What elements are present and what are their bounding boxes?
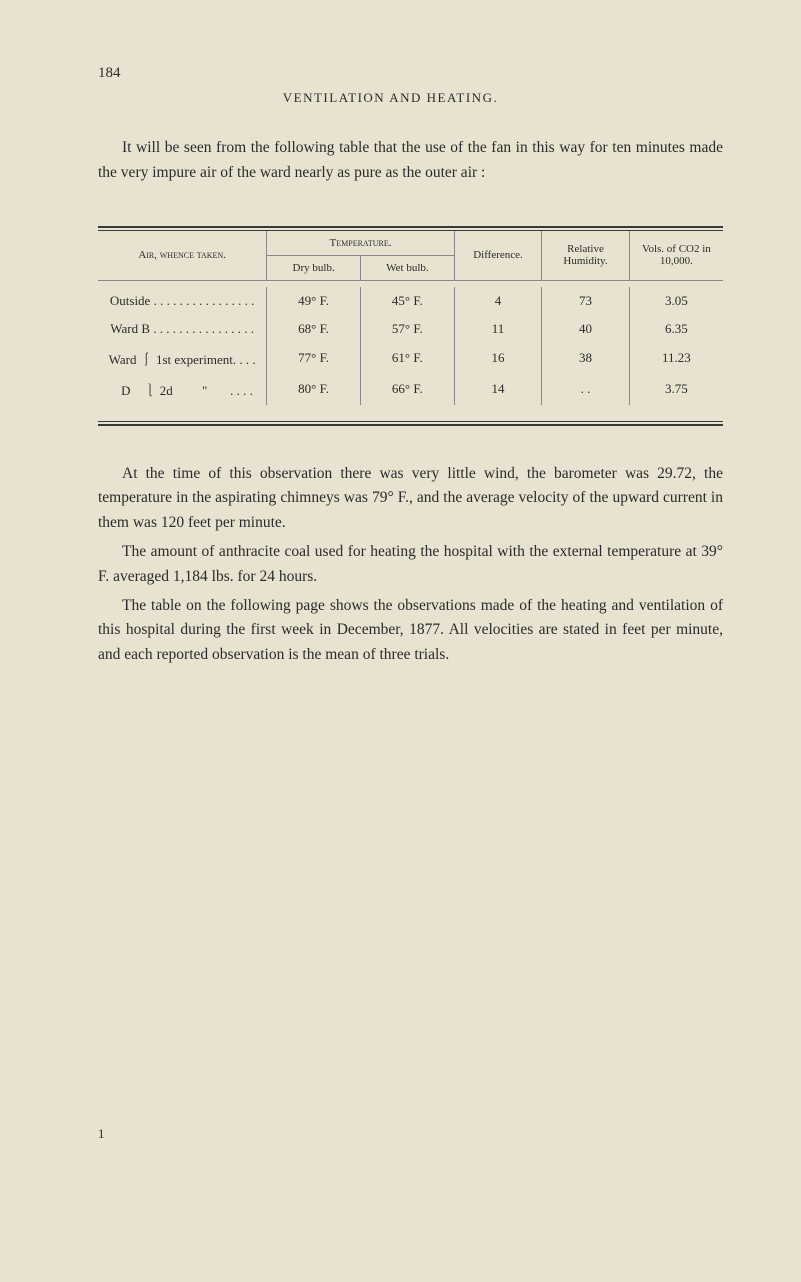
cell-co2: 11.23: [629, 343, 723, 374]
cell-diff: 14: [454, 374, 542, 405]
cell-diff: 16: [454, 343, 542, 374]
cell-dry: 49° F.: [267, 287, 361, 315]
table-bottom-rule-thin: [98, 421, 723, 422]
footnote-mark: 1: [98, 1126, 105, 1142]
intro-paragraph: It will be seen from the following table…: [98, 136, 723, 186]
header-difference: Difference.: [454, 231, 542, 281]
row-label: D ⎱ 2d " . . . .: [98, 374, 267, 405]
row-label: Outside . . . . . . . . . . . . . . . .: [98, 287, 267, 315]
cell-co2: 3.05: [629, 287, 723, 315]
table-row: Ward ⎰ 1st experiment. . . . 77° F. 61° …: [98, 343, 723, 374]
header-dry-bulb: Dry bulb.: [267, 255, 361, 280]
cell-hum: 73: [542, 287, 630, 315]
cell-hum: 40: [542, 315, 630, 343]
table-row: Ward B . . . . . . . . . . . . . . . . 6…: [98, 315, 723, 343]
cell-diff: 11: [454, 315, 542, 343]
ventilation-table: Air, whence taken. Temperature. Differen…: [98, 231, 723, 417]
cell-co2: 6.35: [629, 315, 723, 343]
cell-co2: 3.75: [629, 374, 723, 405]
table-row: D ⎱ 2d " . . . . 80° F. 66° F. 14 . . 3.…: [98, 374, 723, 405]
cell-wet: 61° F.: [361, 343, 455, 374]
cell-dry: 68° F.: [267, 315, 361, 343]
page-number: 184: [98, 65, 723, 82]
cell-wet: 66° F.: [361, 374, 455, 405]
cell-dry: 77° F.: [267, 343, 361, 374]
header-air: Air, whence taken.: [98, 231, 267, 281]
cell-hum: . .: [542, 374, 630, 405]
cell-wet: 57° F.: [361, 315, 455, 343]
page-header-title: VENTILATION AND HEATING.: [58, 90, 723, 106]
body-paragraph-1: At the time of this observation there wa…: [98, 462, 723, 536]
cell-wet: 45° F.: [361, 287, 455, 315]
header-humidity: Relative Humidity.: [542, 231, 630, 281]
cell-dry: 80° F.: [267, 374, 361, 405]
body-paragraph-2: The amount of anthracite coal used for h…: [98, 540, 723, 590]
table-header-row-1: Air, whence taken. Temperature. Differen…: [98, 231, 723, 256]
row-label: Ward ⎰ 1st experiment. . . .: [98, 343, 267, 374]
cell-hum: 38: [542, 343, 630, 374]
table-bottom-spacer: [98, 405, 723, 417]
header-wet-bulb: Wet bulb.: [361, 255, 455, 280]
table-row: Outside . . . . . . . . . . . . . . . . …: [98, 287, 723, 315]
table-top-rule-thick: [98, 226, 723, 228]
cell-diff: 4: [454, 287, 542, 315]
body-paragraph-3: The table on the following page shows th…: [98, 594, 723, 668]
row-label: Ward B . . . . . . . . . . . . . . . .: [98, 315, 267, 343]
table-bottom-rule-thick: [98, 424, 723, 426]
header-temperature: Temperature.: [267, 231, 455, 256]
data-table-container: Air, whence taken. Temperature. Differen…: [98, 226, 723, 426]
header-co2: Vols. of CO2 in 10,000.: [629, 231, 723, 281]
